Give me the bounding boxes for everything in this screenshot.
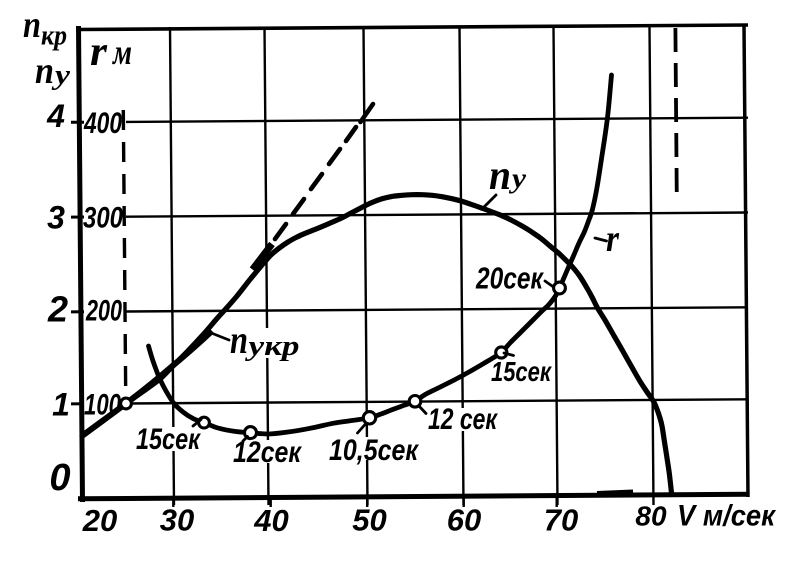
svg-text:п: п [489,153,511,199]
svg-text:12сек: 12сек [233,436,302,469]
svg-text:12 сек: 12 сек [428,403,498,436]
svg-text:20сек: 20сек [475,261,544,296]
svg-text:400: 400 [83,107,122,140]
svg-text:30: 30 [160,503,194,538]
svg-text:п: п [230,317,248,362]
svg-text:п: п [35,50,54,92]
svg-text:80: 80 [635,501,667,532]
svg-text:V м/сек: V м/сек [677,500,777,533]
svg-text:200: 200 [85,295,122,328]
svg-text:300: 300 [83,202,123,235]
svg-text:кр: кр [41,21,67,52]
svg-text:м: м [111,32,132,72]
svg-text:у: у [51,60,70,91]
svg-text:r: r [606,218,620,260]
svg-text:15сек: 15сек [136,423,201,456]
svg-text:15сек: 15сек [491,356,552,387]
svg-text:укр: укр [245,330,300,362]
svg-text:70: 70 [544,503,578,538]
svg-text:0: 0 [49,457,70,499]
svg-text:2: 2 [47,289,68,330]
svg-text:10,5сек: 10,5сек [329,434,419,467]
svg-text:50: 50 [352,503,386,538]
svg-text:20: 20 [82,503,117,538]
svg-text:п: п [23,4,41,46]
svg-text:40: 40 [253,503,288,538]
svg-text:3: 3 [47,200,65,236]
svg-text:60: 60 [447,503,481,538]
svg-text:4: 4 [46,98,65,134]
svg-text:100: 100 [84,389,121,422]
svg-text:1: 1 [52,387,70,423]
svg-text:r: r [90,29,108,75]
svg-text:у: у [509,163,526,195]
